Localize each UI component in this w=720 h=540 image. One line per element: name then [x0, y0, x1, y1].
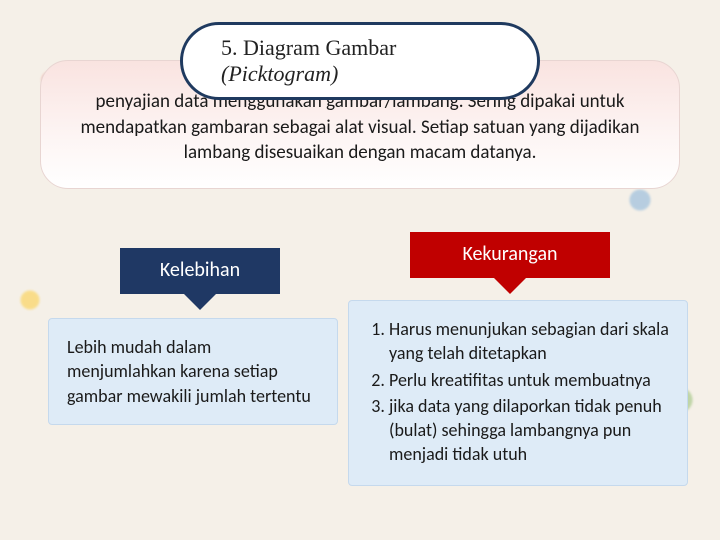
description-text: penyajian data menggunakan gambar/lamban…: [81, 90, 640, 164]
kekurangan-list: Harus menunjukan sebagian dari skala yan…: [367, 317, 669, 467]
title-prefix: 5. Diagram Gambar: [221, 35, 396, 60]
list-item: jika data yang dilaporkan tidak penuh (b…: [389, 394, 669, 467]
slide-title: 5. Diagram Gambar (Picktogram): [180, 22, 540, 100]
tag-kekurangan: Kekurangan: [410, 232, 610, 278]
kekurangan-box: Harus menunjukan sebagian dari skala yan…: [348, 300, 688, 486]
tag-kelebihan: Kelebihan: [120, 248, 280, 294]
tag-kelebihan-label: Kelebihan: [160, 258, 240, 282]
list-item: Perlu kreatifitas untuk membuatnya: [389, 368, 669, 392]
tag-kekurangan-label: Kekurangan: [462, 242, 557, 266]
title-italic: (Picktogram): [221, 61, 338, 86]
list-item: Harus menunjukan sebagian dari skala yan…: [389, 317, 669, 366]
kelebihan-box: Lebih mudah dalam menjumlahkan karena se…: [48, 318, 338, 425]
kelebihan-text: Lebih mudah dalam menjumlahkan karena se…: [67, 336, 311, 407]
